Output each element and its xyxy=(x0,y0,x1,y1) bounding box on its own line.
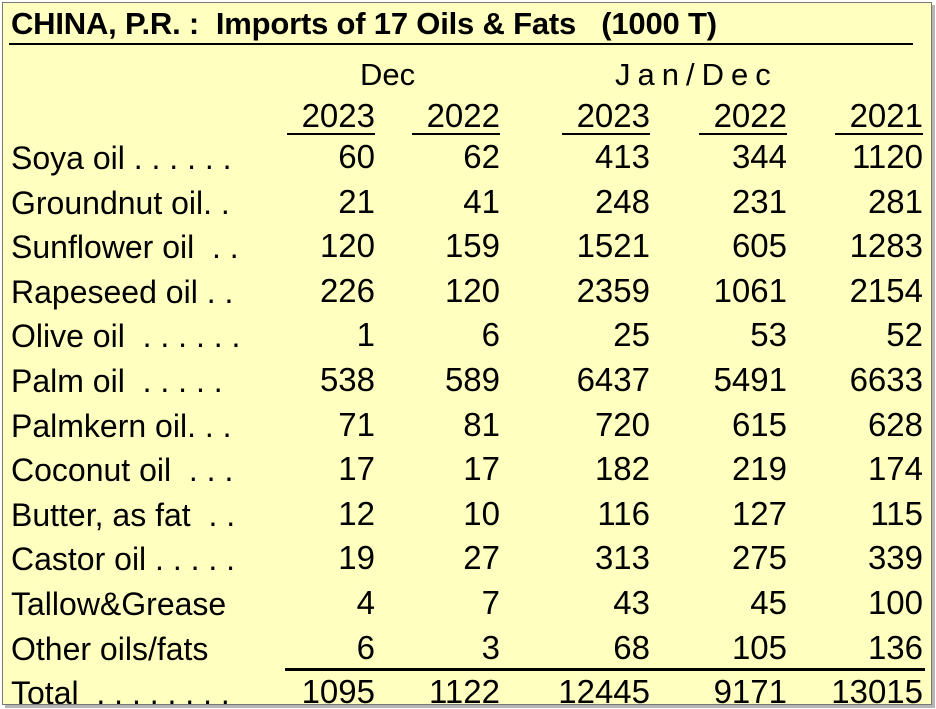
row-label: Tallow&Grease xyxy=(11,586,227,622)
cell-value: 344 xyxy=(731,138,787,175)
cell-value: 339 xyxy=(867,539,923,577)
row-label: Palm oil . . . . . xyxy=(11,363,223,399)
title-underline xyxy=(9,43,913,45)
table-title: CHINA, P.R. : Imports of 17 Oils & Fats … xyxy=(11,6,717,41)
total-value: 1095 xyxy=(301,673,375,705)
year-jandec-2022-header: 2022 xyxy=(699,99,787,135)
cell-value: 17 xyxy=(338,450,375,488)
cell-value: 589 xyxy=(444,361,500,398)
cell-value: 52 xyxy=(886,316,923,354)
cell-value: 313 xyxy=(594,539,650,577)
cell-value: 43 xyxy=(613,584,650,621)
cell-value: 248 xyxy=(594,182,650,220)
cell-value: 275 xyxy=(731,539,787,577)
cell-value: 136 xyxy=(867,628,923,666)
cell-value: 1 xyxy=(356,316,375,354)
total-value: 1122 xyxy=(429,673,500,705)
cell-value: 6633 xyxy=(849,361,923,398)
cell-value: 116 xyxy=(597,494,650,532)
cell-value: 19 xyxy=(338,539,375,577)
cell-value: 226 xyxy=(319,271,375,309)
total-value: 12445 xyxy=(558,673,650,705)
cell-value: 159 xyxy=(444,227,500,265)
cell-value: 281 xyxy=(867,182,923,220)
row-label: Butter, as fat . . xyxy=(11,496,236,533)
cell-value: 231 xyxy=(731,182,787,220)
total-label: Total . . . . . . . . xyxy=(11,675,230,705)
cell-value: 17 xyxy=(463,450,500,488)
cell-value: 1521 xyxy=(576,227,650,265)
cell-value: 219 xyxy=(731,450,787,488)
cell-value: 2154 xyxy=(849,271,923,309)
cell-value: 6 xyxy=(356,628,375,666)
cell-value: 25 xyxy=(613,316,650,354)
row-label: Castor oil . . . . . xyxy=(11,541,236,578)
cell-value: 1120 xyxy=(852,138,923,175)
total-value: 9171 xyxy=(713,673,787,705)
cell-value: 2359 xyxy=(576,271,650,309)
cell-value: 68 xyxy=(613,628,650,666)
cell-value: 27 xyxy=(463,539,500,577)
cell-value: 53 xyxy=(750,316,787,354)
cell-value: 7 xyxy=(481,584,500,621)
cell-value: 6 xyxy=(481,316,500,354)
cell-value: 71 xyxy=(338,405,375,443)
year-jandec-2023-header: 2023 xyxy=(562,99,650,135)
cell-value: 120 xyxy=(444,271,500,309)
row-label: Olive oil . . . . . . xyxy=(11,318,241,355)
row-label: Coconut oil . . . xyxy=(11,452,234,489)
cell-value: 174 xyxy=(867,450,923,488)
dec-header: Dec xyxy=(360,57,416,92)
cell-value: 615 xyxy=(731,405,787,443)
cell-value: 105 xyxy=(731,628,787,666)
cell-value: 21 xyxy=(338,182,375,220)
cell-value: 538 xyxy=(319,361,375,398)
cell-value: 100 xyxy=(867,584,923,621)
cell-value: 720 xyxy=(594,405,650,443)
year-dec-2022-header: 2022 xyxy=(412,99,500,135)
row-label: Soya oil . . . . . . xyxy=(11,140,232,176)
cell-value: 12 xyxy=(338,494,375,532)
cell-value: 60 xyxy=(338,138,375,175)
cell-value: 1061 xyxy=(713,271,787,309)
total-separator-line xyxy=(285,668,925,671)
jan-dec-header: Jan/Dec xyxy=(615,57,778,92)
cell-value: 1283 xyxy=(849,227,923,265)
cell-value: 605 xyxy=(731,227,787,265)
row-label: Palmkern oil. . . xyxy=(11,407,232,444)
cell-value: 81 xyxy=(463,405,500,443)
cell-value: 45 xyxy=(750,584,787,621)
cell-value: 120 xyxy=(319,227,375,265)
cell-value: 10 xyxy=(463,494,500,532)
cell-value: 5491 xyxy=(713,361,787,398)
total-value: 13015 xyxy=(831,673,923,705)
row-label: Sunflower oil . . xyxy=(11,229,239,266)
cell-value: 413 xyxy=(594,138,650,175)
cell-value: 182 xyxy=(594,450,650,488)
year-jandec-2021-header: 2021 xyxy=(835,99,923,135)
cell-value: 628 xyxy=(867,405,923,443)
cell-value: 127 xyxy=(731,494,787,532)
cell-value: 62 xyxy=(463,138,500,175)
row-label: Other oils/fats xyxy=(11,630,209,667)
row-label: Rapeseed oil . . xyxy=(11,273,234,310)
cell-value: 115 xyxy=(870,494,923,532)
year-dec-2023-header: 2023 xyxy=(287,99,375,135)
cell-value: 3 xyxy=(481,628,500,666)
cell-value: 41 xyxy=(463,182,500,220)
cell-value: 4 xyxy=(356,584,375,621)
cell-value: 6437 xyxy=(576,361,650,398)
row-label: Groundnut oil. . xyxy=(11,184,230,221)
